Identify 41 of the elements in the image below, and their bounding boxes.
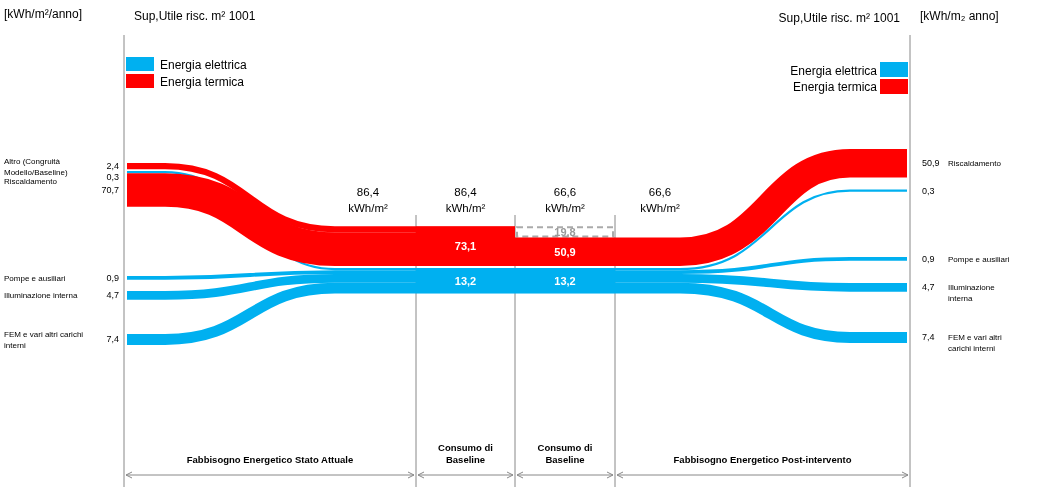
text: [kWh/m²/anno] [4, 7, 83, 21]
category-label: Pompe e ausiliari [948, 254, 1010, 264]
data-label: 7,4 [922, 332, 935, 343]
data-label: 70,7 [101, 185, 119, 196]
legend-label: Energia elettrica [160, 58, 248, 72]
data-label: 7,4 [106, 334, 119, 345]
text: Sup,Utile risc. m² 1001 [778, 11, 901, 25]
text: 50,9 [554, 245, 576, 258]
category-label: Riscaldamento [4, 177, 58, 187]
data-label: 2,4 [106, 161, 119, 172]
text: 13,2 [554, 274, 576, 287]
text: [kWh/m₂ anno] [920, 9, 999, 23]
text: 19,8 [554, 225, 576, 238]
text: 86,4 kWh/m² [445, 186, 486, 214]
data-label: 50,9 [922, 158, 940, 169]
text: 66,6 kWh/m² [545, 186, 585, 214]
data-label: 0,3 [922, 185, 935, 196]
category-label: Pompe e ausiliari [4, 273, 66, 283]
text: Fabbisogno Energetico Stato Attuale [186, 454, 354, 465]
text: 73,1 [454, 240, 477, 253]
category-label: Illuminazione interna [4, 291, 78, 301]
data-label: 4,7 [106, 290, 119, 301]
text: Fabbisogno Energetico Post-intervento [673, 454, 852, 465]
data-label: 0,3 [106, 172, 119, 183]
text: Sup,Utile risc. m² 1001 [134, 9, 256, 23]
category-label: FEM e vari altri carichi interni [4, 329, 84, 350]
text: Consumo di Baseline [537, 442, 593, 465]
data-label: 0,9 [922, 253, 935, 264]
data-label: 0,9 [106, 272, 119, 283]
text: Energia termica [792, 80, 877, 94]
text: Energia elettrica [790, 64, 877, 78]
text: Consumo di Baseline [438, 442, 493, 465]
data-label: 4,7 [922, 282, 935, 293]
category-label: Illuminazione interna [948, 283, 996, 304]
text: 66,6 kWh/m² [640, 186, 680, 214]
legend-label: Energia termica [160, 75, 245, 89]
category-label: Riscaldamento [948, 159, 1002, 169]
text: 13,2 [454, 274, 477, 287]
category-label: Altro (Congruità Modello/Baseline) [4, 156, 68, 177]
text: 86,4 kWh/m² [348, 186, 388, 214]
category-label: FEM e vari altri carichi interni [948, 333, 1003, 354]
